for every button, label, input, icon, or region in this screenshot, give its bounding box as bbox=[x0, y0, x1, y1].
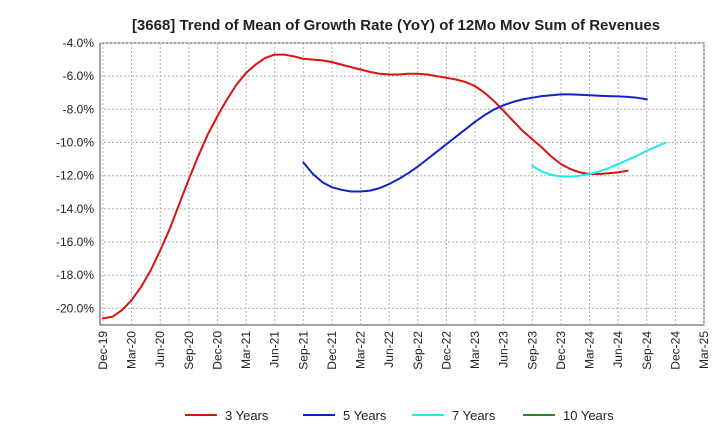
x-tick-label: Dec-21 bbox=[325, 331, 339, 370]
x-tick-label: Mar-20 bbox=[125, 331, 139, 369]
y-axis: -20.0% -18.0% -16.0% -14.0% -12.0% -10.0% -8.0… bbox=[56, 36, 94, 315]
y-tick-label: -12.0% bbox=[56, 169, 94, 183]
y-tick-label: -4.0% bbox=[63, 36, 95, 50]
series-layer bbox=[102, 53, 667, 320]
x-tick-label: Jun-24 bbox=[611, 331, 625, 368]
x-tick-label: Dec-23 bbox=[554, 331, 568, 370]
x-tick-label: Dec-20 bbox=[210, 331, 224, 370]
x-tick-label: Dec-24 bbox=[668, 331, 682, 370]
x-tick-label: Sep-22 bbox=[411, 331, 425, 370]
x-axis: Dec-19 Mar-20 Jun-20 Sep-20 Dec-20 Mar-21 Jun-… bbox=[96, 331, 711, 370]
legend: 3 Years 5 Years 7 Years 10 Years bbox=[185, 408, 614, 423]
y-tick-label: -8.0% bbox=[63, 102, 95, 116]
plot-area bbox=[99, 42, 705, 326]
series-line-7-years bbox=[531, 141, 667, 178]
y-tick-label: -20.0% bbox=[56, 301, 94, 315]
y-tick-label: -16.0% bbox=[56, 235, 94, 249]
x-tick-label: Mar-23 bbox=[468, 331, 482, 369]
legend-label-3-years: 3 Years bbox=[225, 408, 269, 423]
x-tick-label: Mar-22 bbox=[354, 331, 368, 369]
y-tick-label: -6.0% bbox=[63, 69, 95, 83]
x-tick-label: Sep-21 bbox=[296, 331, 310, 370]
series-line-3-years bbox=[102, 53, 629, 320]
x-tick-label: Dec-19 bbox=[96, 331, 110, 370]
legend-label-7-years: 7 Years bbox=[452, 408, 496, 423]
x-tick-label: Jun-22 bbox=[382, 331, 396, 368]
x-tick-label: Mar-21 bbox=[239, 331, 253, 369]
x-tick-label: Mar-24 bbox=[583, 331, 597, 369]
y-tick-label: -14.0% bbox=[56, 202, 94, 216]
y-tick-label: -18.0% bbox=[56, 268, 94, 282]
chart-title: [3668] Trend of Mean of Growth Rate (YoY… bbox=[132, 17, 660, 34]
x-tick-label: Jun-23 bbox=[497, 331, 511, 368]
x-tick-label: Jun-21 bbox=[268, 331, 282, 368]
x-tick-label: Jun-20 bbox=[153, 331, 167, 368]
x-tick-label: Sep-23 bbox=[525, 331, 539, 370]
legend-label-5-years: 5 Years bbox=[343, 408, 387, 423]
x-tick-label: Mar-25 bbox=[697, 331, 711, 369]
legend-label-10-years: 10 Years bbox=[563, 408, 614, 423]
x-tick-label: Dec-22 bbox=[439, 331, 453, 370]
grid bbox=[100, 42, 705, 325]
y-tick-label: -10.0% bbox=[56, 136, 94, 150]
x-tick-label: Sep-24 bbox=[640, 331, 654, 370]
series-line-5-years bbox=[302, 93, 648, 193]
x-tick-label: Sep-20 bbox=[182, 331, 196, 370]
